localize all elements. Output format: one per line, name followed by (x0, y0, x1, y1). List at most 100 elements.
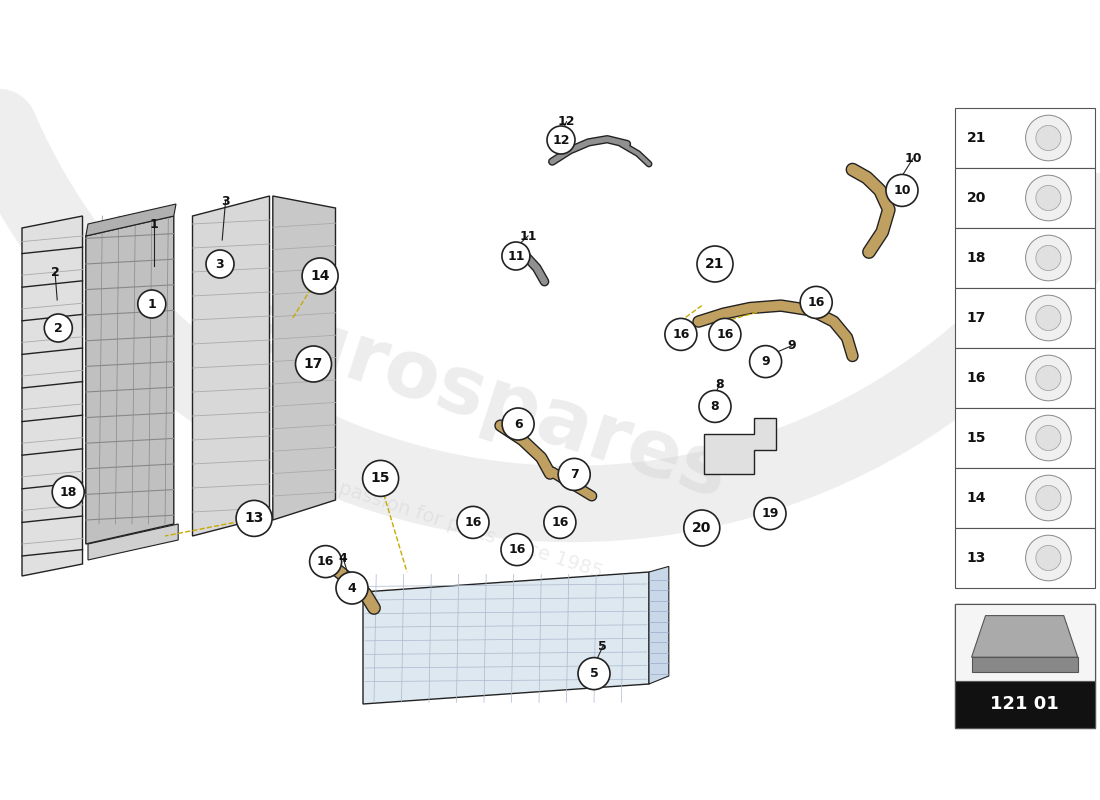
Circle shape (697, 246, 733, 282)
Bar (955, 228, 1094, 288)
Circle shape (1036, 546, 1060, 570)
Text: 18: 18 (967, 251, 987, 265)
Circle shape (502, 242, 530, 270)
Polygon shape (971, 658, 1078, 672)
Circle shape (138, 290, 166, 318)
Text: 18: 18 (59, 486, 77, 498)
Circle shape (698, 390, 732, 422)
Text: 3: 3 (216, 258, 224, 270)
Circle shape (749, 346, 782, 378)
Bar (955, 348, 1094, 408)
Circle shape (500, 534, 534, 566)
Bar (955, 528, 1094, 588)
Circle shape (1025, 355, 1071, 401)
Text: 5: 5 (590, 667, 598, 680)
Text: 9: 9 (788, 339, 796, 352)
Circle shape (336, 572, 368, 604)
Circle shape (206, 250, 234, 278)
Circle shape (309, 546, 342, 578)
Text: 10: 10 (904, 152, 922, 165)
Circle shape (754, 498, 786, 530)
Circle shape (1025, 295, 1071, 341)
Text: 121 01: 121 01 (990, 695, 1059, 714)
Text: 17: 17 (967, 311, 987, 325)
Circle shape (44, 314, 73, 342)
Circle shape (800, 286, 833, 318)
Text: 16: 16 (464, 516, 482, 529)
Text: 7: 7 (570, 468, 579, 481)
Text: 16: 16 (716, 328, 734, 341)
Text: 8: 8 (711, 400, 719, 413)
Circle shape (1036, 246, 1060, 270)
Circle shape (543, 506, 576, 538)
Polygon shape (86, 204, 176, 236)
Text: 19: 19 (761, 507, 779, 520)
Polygon shape (273, 196, 336, 520)
Text: 15: 15 (967, 431, 987, 445)
Text: 11: 11 (507, 250, 525, 262)
Polygon shape (22, 216, 82, 576)
Circle shape (1036, 306, 1060, 330)
Polygon shape (649, 566, 669, 684)
Text: 15: 15 (371, 471, 390, 486)
Bar (955, 108, 1094, 168)
Bar (955, 288, 1094, 348)
Text: eurospares: eurospares (230, 284, 738, 516)
Text: 1: 1 (150, 218, 158, 230)
Bar (955, 604, 1094, 728)
Text: 14: 14 (967, 491, 987, 505)
Text: 21: 21 (705, 257, 725, 271)
Text: 1: 1 (147, 298, 156, 310)
Circle shape (1025, 415, 1071, 461)
Text: 16: 16 (551, 516, 569, 529)
Circle shape (363, 460, 398, 496)
Text: 8: 8 (715, 378, 724, 390)
Circle shape (547, 126, 575, 154)
Text: 21: 21 (967, 131, 987, 145)
Circle shape (302, 258, 338, 294)
Text: 17: 17 (304, 357, 323, 371)
Text: 5: 5 (598, 640, 607, 653)
Circle shape (578, 658, 610, 690)
Text: 16: 16 (672, 328, 690, 341)
Polygon shape (192, 196, 270, 536)
Circle shape (236, 501, 272, 537)
Bar (955, 168, 1094, 228)
Bar (955, 468, 1094, 528)
Text: 12: 12 (558, 115, 575, 128)
Text: 20: 20 (692, 521, 712, 535)
Bar (955, 408, 1094, 468)
Text: 4: 4 (339, 552, 348, 565)
Text: a passion for parts since 1985: a passion for parts since 1985 (319, 474, 605, 582)
Polygon shape (86, 216, 174, 544)
Circle shape (1036, 366, 1060, 390)
Circle shape (558, 458, 591, 490)
Text: 6: 6 (514, 418, 522, 430)
Text: 20: 20 (967, 191, 987, 205)
Circle shape (684, 510, 719, 546)
Circle shape (52, 476, 85, 508)
Polygon shape (704, 418, 776, 474)
Text: 13: 13 (244, 511, 264, 526)
Text: 4: 4 (348, 582, 356, 594)
Circle shape (456, 506, 490, 538)
Circle shape (1025, 535, 1071, 581)
Polygon shape (363, 572, 649, 704)
Text: 11: 11 (519, 230, 537, 242)
Text: 10: 10 (893, 184, 911, 197)
Text: 14: 14 (310, 269, 330, 283)
Circle shape (296, 346, 331, 382)
Text: 16: 16 (807, 296, 825, 309)
Polygon shape (971, 616, 1078, 658)
Circle shape (1036, 126, 1060, 150)
Circle shape (1036, 186, 1060, 210)
Text: 9: 9 (761, 355, 770, 368)
Circle shape (502, 408, 535, 440)
Circle shape (1036, 426, 1060, 450)
Text: 3: 3 (221, 195, 230, 208)
Circle shape (664, 318, 697, 350)
Text: 12: 12 (552, 134, 570, 146)
Circle shape (1025, 175, 1071, 221)
Text: 16: 16 (508, 543, 526, 556)
Circle shape (708, 318, 741, 350)
